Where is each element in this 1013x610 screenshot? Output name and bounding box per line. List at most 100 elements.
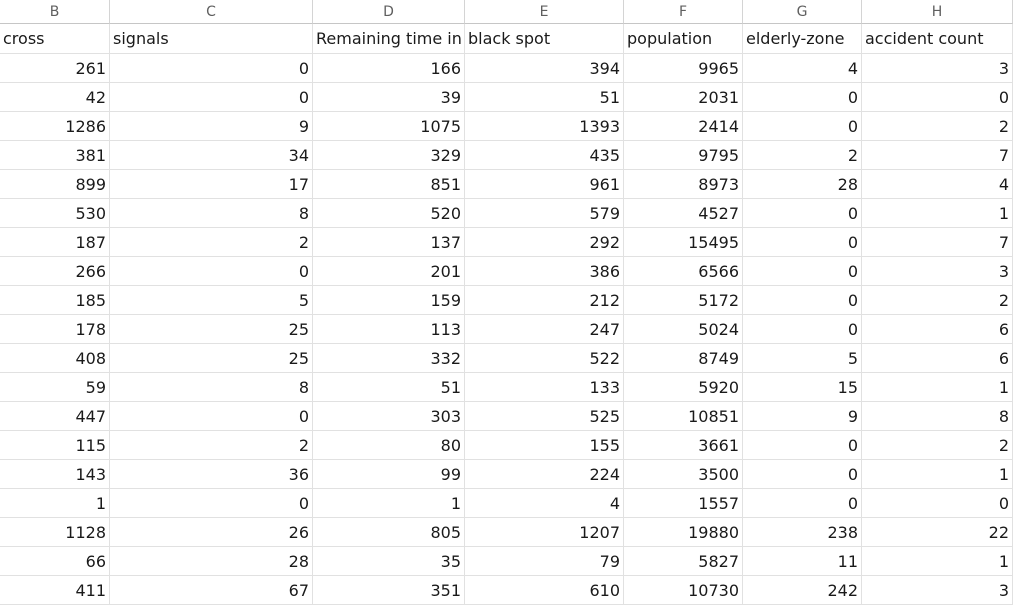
data-cell[interactable]: 4: [862, 170, 1013, 199]
data-cell[interactable]: 66: [0, 547, 110, 576]
data-cell[interactable]: 525: [465, 402, 624, 431]
data-cell[interactable]: 3661: [624, 431, 743, 460]
data-cell[interactable]: 579: [465, 199, 624, 228]
data-cell[interactable]: 7: [862, 228, 1013, 257]
header-cell-e[interactable]: black spot: [465, 24, 624, 54]
data-cell[interactable]: 261: [0, 54, 110, 83]
data-cell[interactable]: 303: [313, 402, 465, 431]
data-cell[interactable]: 36: [110, 460, 313, 489]
header-cell-d[interactable]: Remaining time in: [313, 24, 465, 54]
header-cell-b[interactable]: cross: [0, 24, 110, 54]
data-cell[interactable]: 851: [313, 170, 465, 199]
data-cell[interactable]: 25: [110, 315, 313, 344]
data-cell[interactable]: 10730: [624, 576, 743, 605]
data-cell[interactable]: 5: [743, 344, 862, 373]
data-cell[interactable]: 42: [0, 83, 110, 112]
data-cell[interactable]: 8749: [624, 344, 743, 373]
data-cell[interactable]: 530: [0, 199, 110, 228]
data-cell[interactable]: 28: [110, 547, 313, 576]
data-cell[interactable]: 1: [862, 199, 1013, 228]
data-cell[interactable]: 292: [465, 228, 624, 257]
data-cell[interactable]: 0: [862, 83, 1013, 112]
header-cell-g[interactable]: elderly-zone: [743, 24, 862, 54]
data-cell[interactable]: 1: [862, 460, 1013, 489]
data-cell[interactable]: 7: [862, 141, 1013, 170]
data-cell[interactable]: 51: [313, 373, 465, 402]
data-cell[interactable]: 5172: [624, 286, 743, 315]
column-letter-g[interactable]: G: [743, 0, 862, 24]
data-cell[interactable]: 5024: [624, 315, 743, 344]
data-cell[interactable]: 2: [110, 228, 313, 257]
data-cell[interactable]: 1128: [0, 518, 110, 547]
data-cell[interactable]: 1286: [0, 112, 110, 141]
data-cell[interactable]: 1: [0, 489, 110, 518]
data-cell[interactable]: 0: [743, 228, 862, 257]
data-cell[interactable]: 1: [313, 489, 465, 518]
data-cell[interactable]: 1: [862, 373, 1013, 402]
data-cell[interactable]: 19880: [624, 518, 743, 547]
data-cell[interactable]: 266: [0, 257, 110, 286]
data-cell[interactable]: 4: [743, 54, 862, 83]
data-cell[interactable]: 1393: [465, 112, 624, 141]
header-cell-c[interactable]: signals: [110, 24, 313, 54]
data-cell[interactable]: 166: [313, 54, 465, 83]
data-cell[interactable]: 113: [313, 315, 465, 344]
data-cell[interactable]: 17: [110, 170, 313, 199]
data-cell[interactable]: 610: [465, 576, 624, 605]
data-cell[interactable]: 1207: [465, 518, 624, 547]
data-cell[interactable]: 0: [110, 83, 313, 112]
data-cell[interactable]: 0: [110, 257, 313, 286]
data-cell[interactable]: 212: [465, 286, 624, 315]
data-cell[interactable]: 133: [465, 373, 624, 402]
data-cell[interactable]: 0: [110, 54, 313, 83]
data-cell[interactable]: 0: [743, 257, 862, 286]
data-cell[interactable]: 4: [465, 489, 624, 518]
column-letter-h[interactable]: H: [862, 0, 1013, 24]
column-letter-b[interactable]: B: [0, 0, 110, 24]
data-cell[interactable]: 961: [465, 170, 624, 199]
data-cell[interactable]: 9: [743, 402, 862, 431]
data-cell[interactable]: 332: [313, 344, 465, 373]
data-cell[interactable]: 99: [313, 460, 465, 489]
data-cell[interactable]: 143: [0, 460, 110, 489]
data-cell[interactable]: 2: [862, 112, 1013, 141]
data-cell[interactable]: 0: [743, 315, 862, 344]
data-cell[interactable]: 9965: [624, 54, 743, 83]
data-cell[interactable]: 386: [465, 257, 624, 286]
data-cell[interactable]: 79: [465, 547, 624, 576]
data-cell[interactable]: 3: [862, 257, 1013, 286]
data-cell[interactable]: 242: [743, 576, 862, 605]
data-cell[interactable]: 0: [743, 83, 862, 112]
data-cell[interactable]: 0: [110, 402, 313, 431]
data-cell[interactable]: 0: [743, 112, 862, 141]
data-cell[interactable]: 28: [743, 170, 862, 199]
data-cell[interactable]: 408: [0, 344, 110, 373]
data-cell[interactable]: 201: [313, 257, 465, 286]
data-cell[interactable]: 447: [0, 402, 110, 431]
data-cell[interactable]: 6566: [624, 257, 743, 286]
data-cell[interactable]: 520: [313, 199, 465, 228]
data-cell[interactable]: 0: [862, 489, 1013, 518]
data-cell[interactable]: 39: [313, 83, 465, 112]
data-cell[interactable]: 0: [743, 489, 862, 518]
data-cell[interactable]: 15495: [624, 228, 743, 257]
data-cell[interactable]: 2: [743, 141, 862, 170]
data-cell[interactable]: 5920: [624, 373, 743, 402]
data-cell[interactable]: 8: [862, 402, 1013, 431]
data-cell[interactable]: 3: [862, 576, 1013, 605]
data-cell[interactable]: 1075: [313, 112, 465, 141]
data-cell[interactable]: 8973: [624, 170, 743, 199]
data-cell[interactable]: 522: [465, 344, 624, 373]
data-cell[interactable]: 2414: [624, 112, 743, 141]
data-cell[interactable]: 80: [313, 431, 465, 460]
data-cell[interactable]: 1: [862, 547, 1013, 576]
data-cell[interactable]: 15: [743, 373, 862, 402]
data-cell[interactable]: 5: [110, 286, 313, 315]
data-cell[interactable]: 22: [862, 518, 1013, 547]
data-cell[interactable]: 4527: [624, 199, 743, 228]
column-letter-e[interactable]: E: [465, 0, 624, 24]
data-cell[interactable]: 26: [110, 518, 313, 547]
data-cell[interactable]: 224: [465, 460, 624, 489]
data-cell[interactable]: 115: [0, 431, 110, 460]
data-cell[interactable]: 185: [0, 286, 110, 315]
